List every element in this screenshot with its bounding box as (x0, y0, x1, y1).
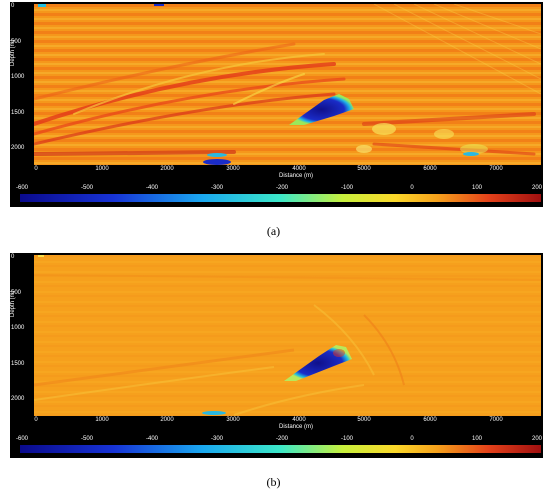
colorbar-tick-label: 0 (410, 185, 414, 191)
colorbar-tick-label: -300 (210, 185, 224, 191)
y-tick-label: 0 (11, 3, 15, 9)
velocity-image-svg-b (34, 255, 541, 416)
colorbar-tick-label: -500 (80, 436, 94, 442)
x-tick-label: 7000 (489, 166, 503, 172)
x-tick-label: 1000 (95, 166, 109, 172)
x-tick-label: 3000 (226, 166, 240, 172)
caption-a: (a) (266, 224, 281, 238)
y-tick-label: 500 (11, 290, 22, 296)
colorbar-tick-label: -400 (145, 436, 159, 442)
colorbar-tick-label: -600 (15, 185, 29, 191)
x-tick-label: 5000 (357, 166, 371, 172)
x-tick-label: 2000 (160, 417, 174, 423)
x-tick-label: 5000 (357, 417, 371, 423)
colorbar-tick-label: 0 (410, 436, 414, 442)
colorbar-tick-label: 200 (531, 185, 543, 191)
x-axis-title: Distance (m) (278, 173, 314, 179)
colorbar-tick-label: 200 (531, 436, 543, 442)
colorbar-tick-label: -400 (145, 185, 159, 191)
y-tick-label: 1500 (11, 361, 25, 367)
y-tick-label: 500 (11, 39, 22, 45)
y-tick-label: 2000 (11, 145, 25, 151)
colorbar-tick-label: -600 (15, 436, 29, 442)
x-tick-label: 6000 (423, 166, 437, 172)
colorbar-tick-label: -100 (340, 436, 354, 442)
colorbar-tick-label: -200 (275, 185, 289, 191)
colorbar-tick-label: -100 (340, 185, 354, 191)
y-tick-label: 0 (11, 254, 15, 260)
colorbar (20, 445, 541, 453)
colorbar-tick-label: 100 (471, 185, 483, 191)
x-tick-label: 3000 (226, 417, 240, 423)
x-axis-title: Distance (m) (278, 424, 314, 430)
seismic-image-panel-a: 0 500 1000 1500 2000 Depth (m) 0 1000 20… (10, 2, 543, 207)
x-tick-label: 7000 (489, 417, 503, 423)
y-axis-title: Depth (m) (10, 39, 16, 66)
y-tick-label: 1500 (11, 110, 25, 116)
y-axis-title: Depth (m) (10, 290, 16, 317)
colorbar-tick-label: -500 (80, 185, 94, 191)
y-tick-label: 2000 (11, 396, 25, 402)
x-tick-label: 4000 (292, 166, 306, 172)
x-tick-label: 0 (34, 417, 38, 423)
x-tick-label: 4000 (292, 417, 306, 423)
colorbar-tick-label: 100 (471, 436, 483, 442)
y-tick-label: 1000 (11, 325, 25, 331)
velocity-image-a (34, 4, 541, 165)
x-tick-label: 2000 (160, 166, 174, 172)
colorbar-tick-label: -200 (275, 436, 289, 442)
colorbar (20, 194, 541, 202)
x-tick-label: 1000 (95, 417, 109, 423)
colorbar-tick-label: -300 (210, 436, 224, 442)
caption-b: (b) (266, 475, 281, 489)
velocity-image-b (34, 255, 541, 416)
x-tick-label: 0 (34, 166, 38, 172)
velocity-image-svg-a (34, 4, 541, 165)
seismic-image-panel-b: 0 500 1000 1500 2000 Depth (m) 0 1000 20… (10, 253, 543, 458)
x-tick-label: 6000 (423, 417, 437, 423)
y-tick-label: 1000 (11, 74, 25, 80)
